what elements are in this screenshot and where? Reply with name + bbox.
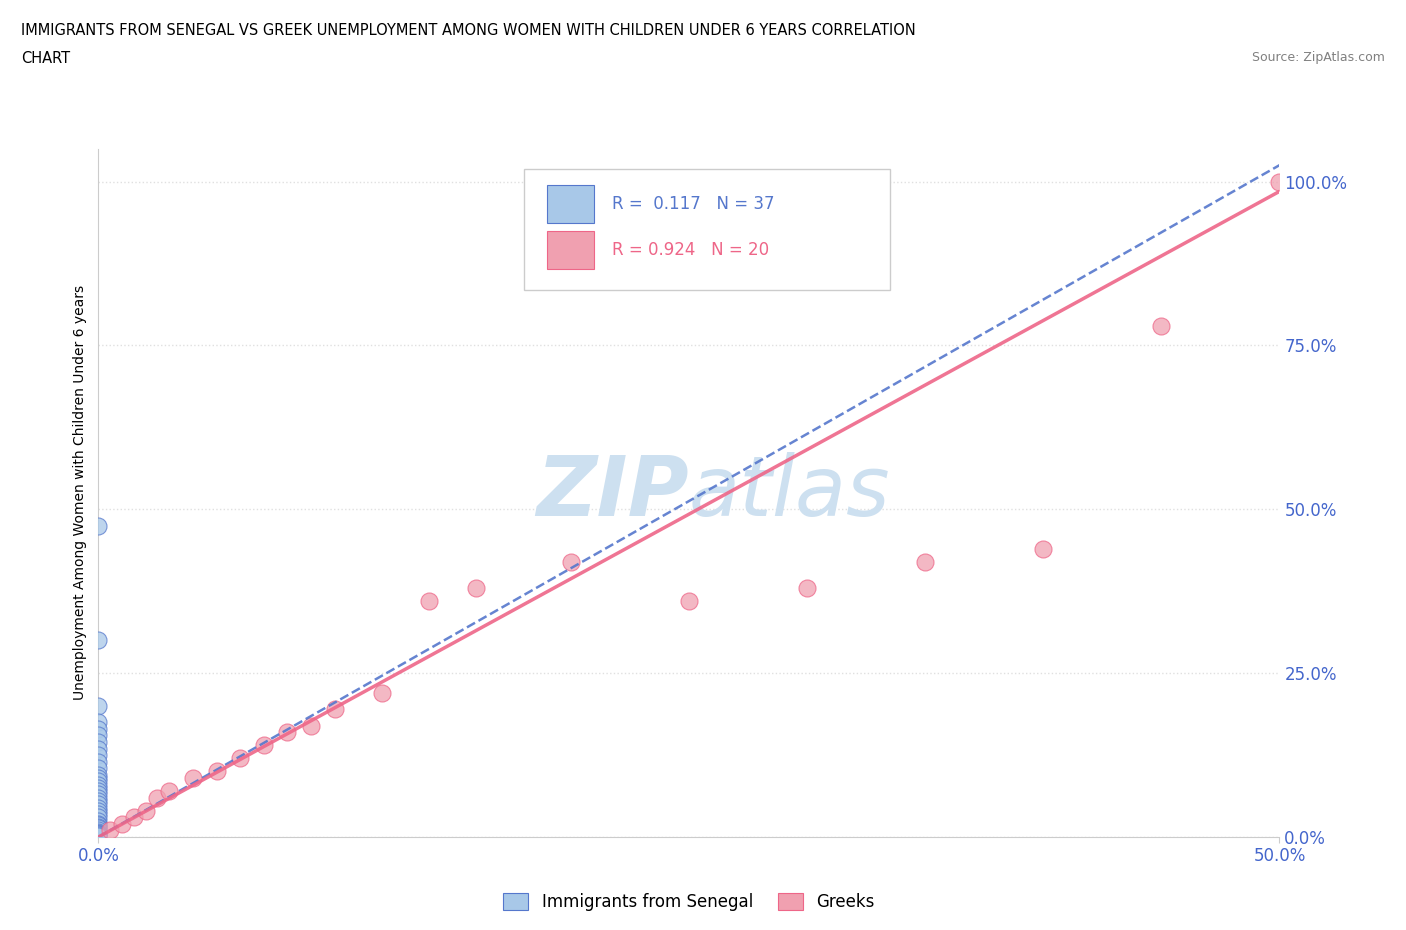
Text: IMMIGRANTS FROM SENEGAL VS GREEK UNEMPLOYMENT AMONG WOMEN WITH CHILDREN UNDER 6 : IMMIGRANTS FROM SENEGAL VS GREEK UNEMPLO… <box>21 23 915 38</box>
Point <box>87 826 110 841</box>
Point <box>87 793 110 808</box>
Point <box>87 817 110 832</box>
Point <box>87 827 110 842</box>
Point <box>135 804 157 818</box>
Point <box>1150 318 1173 333</box>
Point <box>87 754 110 769</box>
Point <box>229 751 252 765</box>
Text: R =  0.117   N = 37: R = 0.117 N = 37 <box>612 195 775 213</box>
Point <box>87 800 110 815</box>
Text: Source: ZipAtlas.com: Source: ZipAtlas.com <box>1251 51 1385 64</box>
Point <box>87 829 110 844</box>
Point <box>87 823 110 838</box>
Point <box>560 554 582 569</box>
Point <box>122 810 145 825</box>
Point <box>87 824 110 839</box>
Point <box>87 804 110 818</box>
Point <box>181 771 204 786</box>
Point <box>87 787 110 802</box>
Point <box>87 518 110 533</box>
Point <box>87 821 110 836</box>
Y-axis label: Unemployment Among Women with Children Under 6 years: Unemployment Among Women with Children U… <box>73 286 87 700</box>
FancyBboxPatch shape <box>547 232 595 270</box>
Point <box>465 580 488 595</box>
Text: atlas: atlas <box>689 452 890 534</box>
Point <box>1268 174 1291 189</box>
Point <box>796 580 818 595</box>
Point <box>87 735 110 750</box>
Point <box>323 702 346 717</box>
Point <box>371 685 394 700</box>
Text: CHART: CHART <box>21 51 70 66</box>
Point <box>87 748 110 763</box>
Point <box>253 737 276 752</box>
Point <box>87 777 110 792</box>
Point <box>87 767 110 782</box>
Point <box>87 722 110 737</box>
Point <box>157 784 180 799</box>
Point <box>678 593 700 608</box>
Point <box>87 797 110 812</box>
Point <box>146 790 169 805</box>
Point <box>87 828 110 843</box>
Point <box>418 593 440 608</box>
Point <box>87 810 110 825</box>
Text: ZIP: ZIP <box>536 452 689 534</box>
FancyBboxPatch shape <box>523 169 890 290</box>
Point <box>87 790 110 805</box>
Point <box>205 764 228 779</box>
Point <box>87 715 110 730</box>
Point <box>98 823 121 838</box>
Point <box>87 819 110 834</box>
Point <box>87 826 110 841</box>
Text: R = 0.924   N = 20: R = 0.924 N = 20 <box>612 241 769 259</box>
Point <box>87 771 110 786</box>
FancyBboxPatch shape <box>547 185 595 223</box>
Point <box>87 698 110 713</box>
Point <box>87 817 110 831</box>
Point <box>1032 541 1054 556</box>
Point <box>87 633 110 648</box>
Point <box>87 728 110 743</box>
Point <box>87 774 110 789</box>
Point <box>111 817 134 831</box>
Point <box>87 813 110 828</box>
Point <box>87 761 110 776</box>
Point <box>87 741 110 756</box>
Point <box>87 806 110 821</box>
Point <box>87 784 110 799</box>
Point <box>87 780 110 795</box>
Point <box>276 724 298 739</box>
Point <box>914 554 936 569</box>
Point <box>299 718 322 733</box>
Legend: Immigrants from Senegal, Greeks: Immigrants from Senegal, Greeks <box>496 886 882 918</box>
